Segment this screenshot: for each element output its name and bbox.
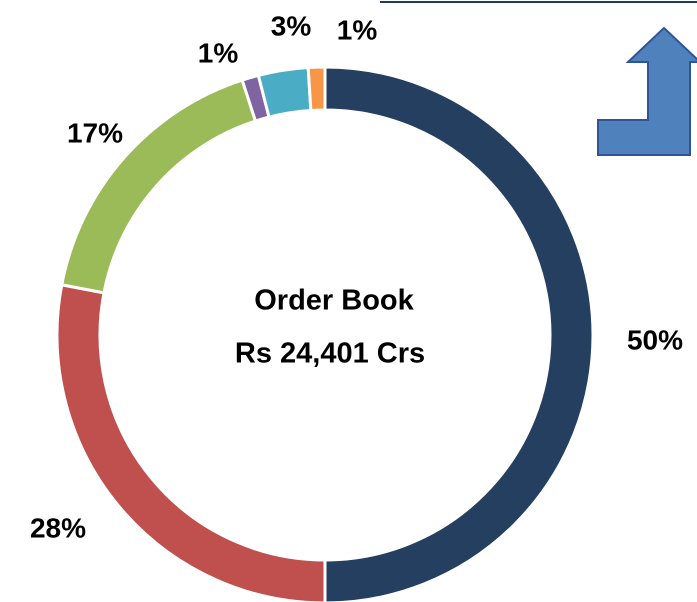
donut-slice <box>55 283 327 602</box>
slice-label: 50% <box>627 324 683 355</box>
bent-arrow <box>597 26 697 156</box>
donut-slice <box>59 78 258 295</box>
donut-slice <box>256 65 313 119</box>
center-subtitle: Rs 24,401 Crs <box>235 338 425 370</box>
slice-label: 17% <box>67 117 123 148</box>
slice-label: 1% <box>337 14 378 45</box>
donut-slice <box>306 65 327 113</box>
slice-label: 3% <box>271 10 312 41</box>
center-title: Order Book <box>254 285 414 317</box>
slice-label: 1% <box>198 37 239 68</box>
donut-slice <box>323 65 595 602</box>
slice-label: 28% <box>30 512 86 543</box>
